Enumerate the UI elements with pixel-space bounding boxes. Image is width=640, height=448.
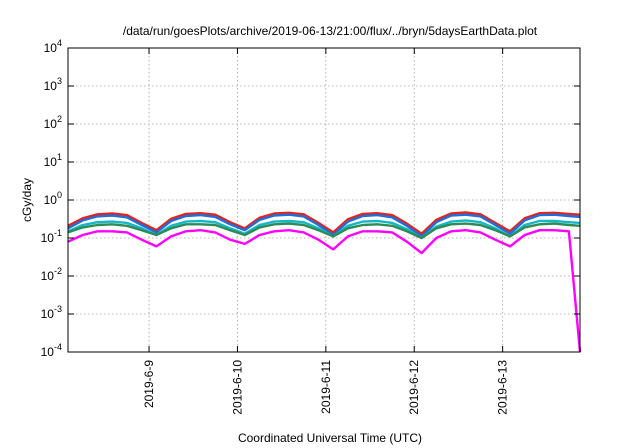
y-tick-label: 10-1 — [41, 228, 62, 245]
y-tick-label: 10-4 — [41, 342, 62, 359]
y-tick-label: 102 — [44, 114, 62, 131]
series-line-5 — [67, 228, 582, 353]
y-tick-label: 10-3 — [41, 304, 62, 321]
chart-title: /data/run/goesPlots/archive/2019-06-13/2… — [123, 24, 538, 38]
y-tick-label: 10-2 — [41, 266, 62, 283]
x-tick-label: 2019-6-13 — [496, 360, 510, 415]
chart-ticks: 10-4 10-3 10-2 10-1 100 101 102 103 104 2019-6-9 2… — [41, 38, 580, 415]
y-tick-label: 103 — [44, 76, 62, 93]
x-tick-label: 2019-6-12 — [407, 360, 421, 415]
y-axis-label: cGy/day — [20, 178, 34, 222]
series-line-4 — [67, 222, 581, 240]
chart-grid — [68, 48, 580, 352]
y-tick-label: 100 — [44, 190, 62, 207]
y-tick-label: 104 — [44, 38, 62, 55]
y-tick-label: 101 — [44, 152, 62, 169]
x-tick-label: 2019-6-9 — [142, 360, 156, 408]
x-tick-label: 2019-6-10 — [230, 360, 244, 415]
series-line-1 — [67, 211, 581, 235]
x-axis-label: Coordinated Universal Time (UTC) — [238, 431, 422, 445]
series-line-2 — [67, 213, 581, 238]
x-tick-label: 2019-6-11 — [319, 360, 333, 414]
chart-series-group — [67, 211, 582, 353]
